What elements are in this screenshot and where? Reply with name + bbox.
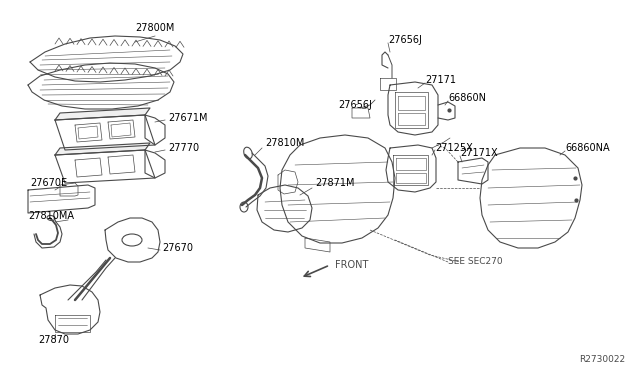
Text: 27810M: 27810M xyxy=(265,138,305,148)
Text: 66860N: 66860N xyxy=(448,93,486,103)
Text: -: - xyxy=(355,100,358,109)
Text: 27125X: 27125X xyxy=(435,143,473,153)
Polygon shape xyxy=(145,115,165,145)
Polygon shape xyxy=(305,238,330,252)
Polygon shape xyxy=(257,185,312,232)
Polygon shape xyxy=(55,108,150,120)
Text: 27800M: 27800M xyxy=(135,23,175,33)
Polygon shape xyxy=(40,285,100,334)
Polygon shape xyxy=(280,135,395,243)
Polygon shape xyxy=(388,82,438,135)
Polygon shape xyxy=(55,150,155,183)
Text: 27670: 27670 xyxy=(162,243,193,253)
Text: 27656J: 27656J xyxy=(388,35,422,45)
Polygon shape xyxy=(55,143,150,155)
Text: SEE SEC270: SEE SEC270 xyxy=(448,257,502,266)
Text: 27171X: 27171X xyxy=(460,148,498,158)
Text: 27870: 27870 xyxy=(38,335,69,345)
Polygon shape xyxy=(28,185,95,213)
Polygon shape xyxy=(480,148,582,248)
Polygon shape xyxy=(278,170,298,194)
Polygon shape xyxy=(30,36,183,82)
Text: 27770: 27770 xyxy=(168,143,199,153)
Text: 66860NA: 66860NA xyxy=(565,143,610,153)
Text: 27810MA: 27810MA xyxy=(28,211,74,221)
Polygon shape xyxy=(145,150,165,178)
Polygon shape xyxy=(386,145,436,192)
Polygon shape xyxy=(55,315,90,332)
Text: 27871M: 27871M xyxy=(315,178,355,188)
Polygon shape xyxy=(55,115,155,150)
Polygon shape xyxy=(60,183,78,196)
Polygon shape xyxy=(28,63,174,109)
Text: 27670E: 27670E xyxy=(30,178,67,188)
Text: R2730022: R2730022 xyxy=(579,356,625,365)
Text: 27671M: 27671M xyxy=(168,113,207,123)
Polygon shape xyxy=(105,218,160,262)
Text: 27656J: 27656J xyxy=(338,100,372,110)
Text: 27171: 27171 xyxy=(425,75,456,85)
Text: FRONT: FRONT xyxy=(335,260,369,270)
Polygon shape xyxy=(458,158,488,184)
